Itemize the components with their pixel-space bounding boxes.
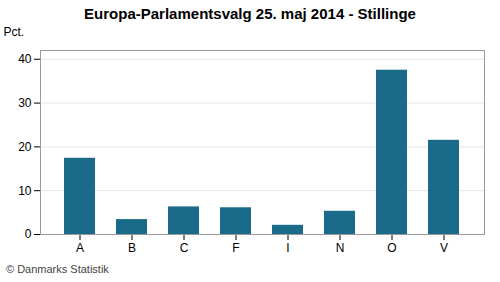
svg-text:30: 30 — [18, 96, 32, 110]
svg-text:N: N — [336, 241, 345, 255]
svg-text:20: 20 — [18, 140, 32, 154]
svg-text:10: 10 — [18, 184, 32, 198]
html-text:© Danmarks Statistik: © Danmarks Statistik — [6, 263, 109, 275]
svg-text:0: 0 — [25, 227, 32, 241]
svg-text:C: C — [180, 241, 189, 255]
svg-text:O: O — [387, 241, 396, 255]
svg-text:40: 40 — [18, 52, 32, 66]
svg-text:F: F — [232, 241, 239, 255]
svg-text:I: I — [286, 241, 289, 255]
svg-text:V: V — [440, 241, 448, 255]
svg-text:A: A — [76, 241, 84, 255]
svg-text:Pct.: Pct. — [4, 25, 25, 39]
html-text:Europa-Parlamentsvalg 25. maj: Europa-Parlamentsvalg 25. maj 2014 - Sti… — [84, 5, 416, 22]
svg-text:B: B — [128, 241, 136, 255]
